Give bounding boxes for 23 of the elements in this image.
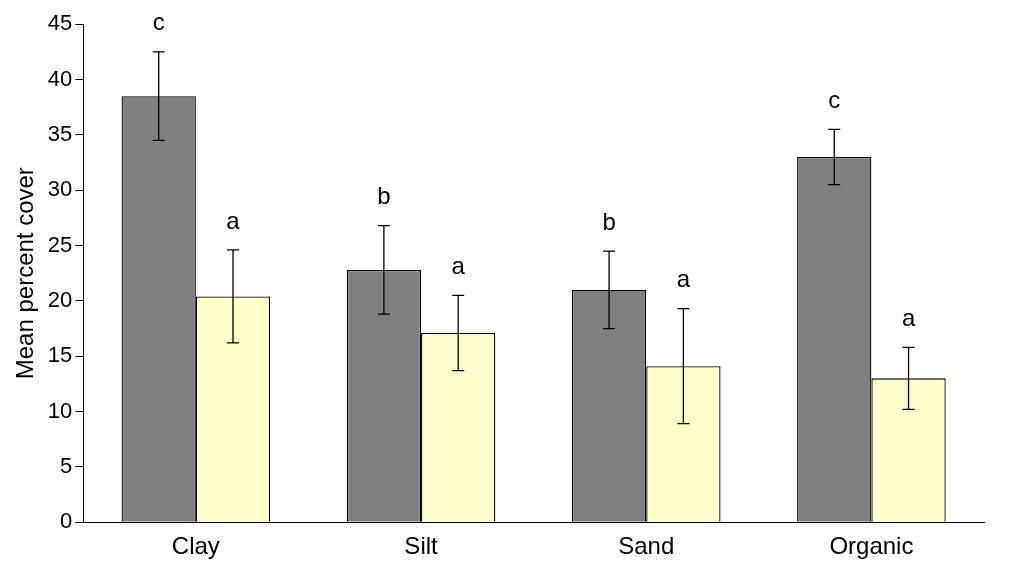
x-tick-label: Sand [618, 532, 675, 560]
y-tick-label: 20 [47, 286, 73, 312]
y-tick-label: 10 [47, 397, 73, 423]
y-tick-label: 0 [60, 508, 73, 534]
data-label: a [901, 303, 916, 331]
x-tick-label: Organic [829, 532, 914, 560]
y-tick-label: 15 [47, 342, 73, 368]
x-tick-label: Clay [171, 532, 220, 560]
y-tick-label: 30 [47, 176, 73, 202]
y-tick-label: 35 [47, 120, 73, 146]
y-tick-label: 25 [47, 231, 73, 257]
data-label: a [451, 251, 466, 279]
y-tick-label: 5 [60, 452, 73, 478]
data-label: c [828, 85, 841, 113]
y-tick-label: 45 [47, 10, 73, 36]
x-tick-label: Silt [404, 532, 439, 560]
data-label: a [676, 265, 691, 293]
y-axis-title: Mean percent cover [11, 167, 39, 380]
data-label: b [377, 182, 391, 210]
y-tick-label: 40 [47, 65, 73, 91]
data-label: a [226, 206, 241, 234]
data-label: b [602, 207, 616, 235]
data-label: c [152, 8, 165, 36]
